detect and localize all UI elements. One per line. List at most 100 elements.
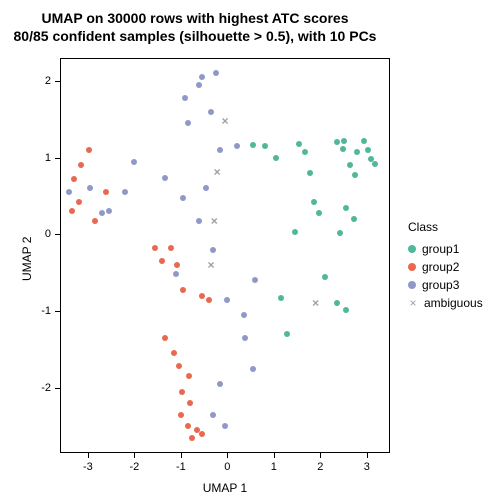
scatter-point — [340, 146, 346, 152]
scatter-point — [171, 350, 177, 356]
legend-item-label: group1 — [422, 242, 459, 256]
figure-container: { "chart": { "type": "scatter", "title_l… — [0, 0, 504, 504]
scatter-point — [252, 277, 258, 283]
scatter-point — [322, 274, 328, 280]
x-tick-label: -3 — [83, 461, 93, 473]
x-tick — [274, 453, 275, 458]
scatter-point — [278, 295, 284, 301]
scatter-point — [179, 389, 185, 395]
scatter-point — [250, 142, 256, 148]
scatter-point — [187, 400, 193, 406]
legend-item-label: ambiguous — [424, 296, 483, 310]
scatter-point — [224, 297, 230, 303]
scatter-point — [307, 170, 313, 176]
chart-title-line2: 80/85 confident samples (silhouette > 0.… — [0, 28, 390, 46]
scatter-point — [361, 138, 367, 144]
legend-swatch-dot-icon — [408, 245, 416, 253]
scatter-point — [351, 216, 357, 222]
scatter-point — [176, 363, 182, 369]
y-tick-label: 2 — [33, 75, 51, 87]
scatter-point — [87, 185, 93, 191]
legend-item-label: group3 — [422, 278, 459, 292]
y-tick-label: 1 — [33, 152, 51, 164]
scatter-point — [199, 293, 205, 299]
scatter-point — [311, 199, 317, 205]
scatter-point — [162, 335, 168, 341]
legend-item: group2 — [408, 258, 483, 276]
legend-item: group1 — [408, 240, 483, 258]
legend-item: group3 — [408, 276, 483, 294]
scatter-point — [354, 149, 360, 155]
x-tick-label: -2 — [129, 461, 139, 473]
scatter-point — [66, 189, 72, 195]
scatter-point — [199, 431, 205, 437]
x-tick-label: 2 — [317, 461, 323, 473]
y-tick — [55, 158, 60, 159]
x-tick-label: 0 — [224, 461, 230, 473]
x-tick — [88, 453, 89, 458]
scatter-point — [365, 147, 371, 153]
scatter-point — [217, 381, 223, 387]
scatter-point — [199, 74, 205, 80]
scatter-point — [210, 412, 216, 418]
scatter-point — [341, 138, 347, 144]
scatter-point — [217, 147, 223, 153]
legend-swatch-dot-icon — [408, 263, 416, 271]
scatter-point — [189, 435, 195, 441]
x-tick — [367, 453, 368, 458]
scatter-point — [316, 210, 322, 216]
scatter-point — [208, 109, 214, 115]
scatter-point — [106, 208, 112, 214]
scatter-point — [372, 161, 378, 167]
legend-swatch-dot-icon — [408, 281, 416, 289]
scatter-point — [222, 423, 228, 429]
scatter-point — [292, 229, 298, 235]
y-tick — [55, 311, 60, 312]
scatter-point — [178, 412, 184, 418]
scatter-point — [122, 189, 128, 195]
scatter-point — [159, 258, 165, 264]
x-tick-label: 1 — [271, 461, 277, 473]
scatter-point — [234, 143, 240, 149]
x-tick — [134, 453, 135, 458]
x-tick-label: 3 — [364, 461, 370, 473]
scatter-point — [103, 189, 109, 195]
scatter-point — [185, 120, 191, 126]
y-tick-label: -1 — [33, 305, 51, 317]
scatter-point-ambiguous: × — [208, 259, 215, 271]
scatter-point — [71, 176, 77, 182]
scatter-point-ambiguous: × — [221, 115, 228, 127]
scatter-point — [213, 70, 219, 76]
scatter-point — [347, 162, 353, 168]
scatter-point — [69, 208, 75, 214]
scatter-point — [76, 199, 82, 205]
scatter-point — [334, 300, 340, 306]
scatter-point — [296, 141, 302, 147]
scatter-point — [242, 335, 248, 341]
scatter-point — [203, 185, 209, 191]
legend-items: group1group2group3×ambiguous — [408, 240, 483, 312]
chart-title: UMAP on 30000 rows with highest ATC scor… — [0, 10, 390, 45]
scatter-point — [173, 271, 179, 277]
y-tick — [55, 388, 60, 389]
scatter-point — [99, 210, 105, 216]
scatter-point — [302, 149, 308, 155]
x-tick-label: -1 — [176, 461, 186, 473]
scatter-point — [284, 331, 290, 337]
scatter-point — [180, 287, 186, 293]
scatter-point-ambiguous: × — [214, 166, 221, 178]
y-tick — [55, 234, 60, 235]
scatter-point — [241, 312, 247, 318]
scatter-point — [206, 297, 212, 303]
scatter-point — [262, 143, 268, 149]
scatter-point — [210, 247, 216, 253]
scatter-point — [196, 82, 202, 88]
scatter-point — [337, 230, 343, 236]
legend: Class group1group2group3×ambiguous — [408, 220, 483, 312]
scatter-point — [185, 423, 191, 429]
scatter-point — [180, 195, 186, 201]
scatter-point-ambiguous: × — [312, 297, 319, 309]
scatter-point — [162, 175, 168, 181]
scatter-point — [174, 262, 180, 268]
scatter-point — [343, 205, 349, 211]
